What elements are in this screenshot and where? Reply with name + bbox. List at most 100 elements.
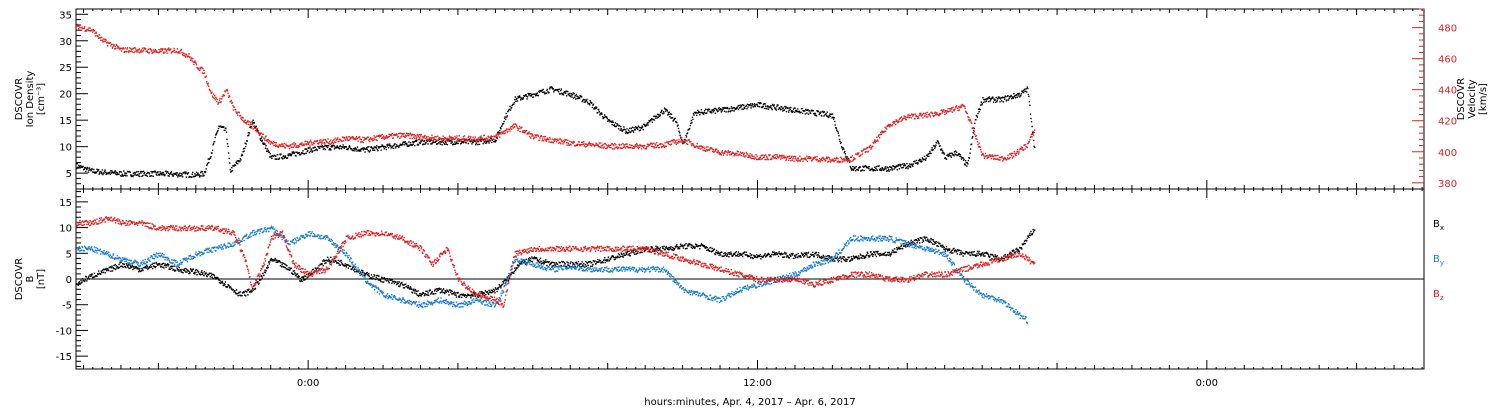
velocity-point <box>578 144 581 146</box>
density-point <box>349 146 351 148</box>
density-point <box>655 115 658 117</box>
density-point <box>828 116 830 118</box>
density-point <box>659 115 661 117</box>
density-point <box>100 171 102 174</box>
density-point <box>854 170 857 172</box>
density-point <box>936 142 938 144</box>
bx-point <box>401 281 403 284</box>
velocity-point <box>264 136 267 138</box>
velocity-point <box>118 47 121 49</box>
density-point <box>518 95 521 97</box>
velocity-point <box>906 116 909 118</box>
density-point <box>1027 87 1029 90</box>
density-point <box>268 151 270 153</box>
density-point <box>226 143 229 145</box>
density-point <box>78 165 81 168</box>
density-point <box>146 175 148 177</box>
velocity-point <box>489 139 491 141</box>
velocity-point <box>261 136 263 138</box>
density-point <box>804 110 806 112</box>
velocity-point <box>418 137 420 139</box>
density-point <box>101 169 104 171</box>
density-point <box>386 144 388 146</box>
density-point <box>184 172 186 175</box>
density-point <box>250 125 253 128</box>
velocity-point <box>593 145 596 147</box>
velocity-point <box>352 137 354 139</box>
bx-point <box>431 290 434 293</box>
density-point <box>441 141 444 143</box>
velocity-point <box>624 147 627 149</box>
velocity-point <box>333 141 336 143</box>
velocity-point <box>234 109 237 111</box>
density-point <box>722 107 724 109</box>
density-point <box>241 154 244 156</box>
velocity-point <box>692 143 694 145</box>
density-point <box>288 153 291 155</box>
velocity-point <box>166 52 168 54</box>
velocity-point <box>442 135 444 137</box>
bx-point <box>362 270 364 272</box>
velocity-point <box>339 138 342 141</box>
density-point <box>391 146 393 149</box>
velocity-point <box>198 67 200 70</box>
density-point <box>85 167 87 169</box>
density-point <box>781 106 783 108</box>
velocity-point <box>479 136 481 138</box>
velocity-point <box>637 146 639 148</box>
bx-point <box>368 272 370 275</box>
velocity-point <box>919 114 921 116</box>
velocity-point <box>776 153 778 156</box>
density-point <box>229 168 231 171</box>
velocity-point <box>768 154 770 156</box>
bx-point <box>363 272 365 274</box>
bx-point <box>387 280 390 283</box>
velocity-point <box>958 109 960 111</box>
density-point <box>409 144 411 146</box>
velocity-point <box>470 135 472 138</box>
density-point <box>370 146 373 148</box>
velocity-point <box>799 155 801 157</box>
velocity-point <box>982 152 984 155</box>
velocity-point <box>499 132 502 134</box>
density-point <box>495 139 497 142</box>
velocity-point <box>266 139 268 141</box>
velocity-point <box>955 105 958 107</box>
density-point <box>103 170 106 173</box>
density-point <box>820 111 822 113</box>
density-point <box>651 121 653 123</box>
density-point <box>745 104 748 107</box>
density-point <box>280 153 282 155</box>
bx-point <box>106 269 108 272</box>
density-point <box>130 174 132 176</box>
bx-point <box>388 278 391 280</box>
velocity-point <box>717 151 720 153</box>
density-point <box>904 164 906 167</box>
bx-point <box>188 271 191 273</box>
velocity-point <box>449 137 452 139</box>
density-point <box>129 170 131 173</box>
bx-point <box>425 294 428 296</box>
bx-point <box>103 269 106 271</box>
density-point <box>402 141 405 143</box>
velocity-point <box>1016 149 1019 151</box>
bx-point <box>239 291 242 293</box>
velocity-point <box>321 143 323 145</box>
density-point <box>668 111 671 113</box>
velocity-point <box>595 144 598 146</box>
velocity-point <box>816 158 819 161</box>
density-point <box>496 137 498 140</box>
density-point <box>343 147 345 149</box>
density-point <box>172 173 174 176</box>
density-point <box>430 139 433 141</box>
density-point <box>175 172 177 174</box>
density-point <box>291 153 293 155</box>
density-point <box>308 151 311 154</box>
density-point <box>932 148 934 151</box>
velocity-point <box>904 117 906 119</box>
velocity-point <box>990 154 992 157</box>
velocity-point <box>696 142 698 145</box>
velocity-point <box>531 135 533 137</box>
density-point <box>603 116 605 118</box>
velocity-point <box>103 38 106 40</box>
